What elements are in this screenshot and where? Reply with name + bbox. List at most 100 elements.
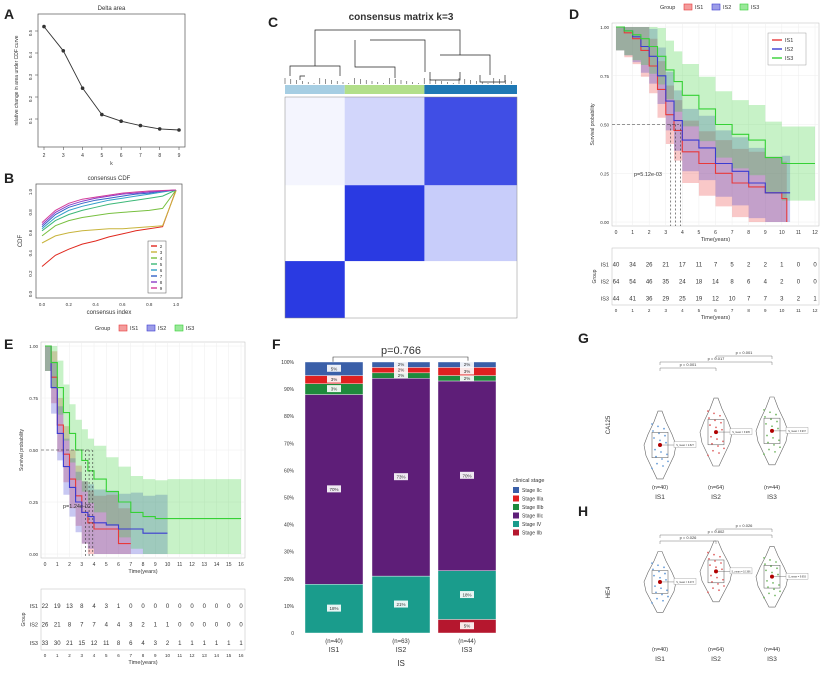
cdf-legend-label: 3: [160, 250, 163, 255]
km-e-ytick-label: 0.50: [29, 448, 38, 453]
violin-g-ylabel: CA125: [606, 415, 612, 434]
violin-g-point: [714, 419, 716, 422]
stage-legend-label: Stage IIIa: [522, 497, 544, 503]
violin-g-point: [667, 460, 669, 463]
km-d-risk-value: 2: [780, 280, 784, 286]
violin-h-mean-label-box: [785, 573, 809, 580]
km-e-xlabel: Time(years): [128, 569, 157, 575]
violin-g-point: [778, 439, 780, 442]
delta-area-xlabel: k: [110, 161, 113, 167]
km-d-risk-value: 14: [712, 280, 719, 286]
stage-bar-label-bg: [394, 371, 408, 379]
violin-g-point: [772, 436, 774, 439]
km-e-risk-value: 1: [239, 641, 243, 647]
violin-g-point: [709, 424, 711, 426]
stage-legend-label: Stage IV: [522, 522, 542, 528]
violin-g-mean-dot: [770, 428, 774, 433]
violin-g-point: [763, 453, 765, 456]
violin-g-category: IS1: [655, 494, 665, 501]
violin-h-point: [651, 562, 653, 565]
km-d-curve-IS3: [616, 26, 815, 165]
violin-g-point: [651, 423, 653, 425]
dendrogram-branch: [370, 39, 426, 72]
violin-h-point: [722, 578, 724, 581]
violin-g-point: [654, 448, 656, 451]
violin-h-point: [763, 596, 765, 599]
dendrogram-branch: [354, 40, 396, 78]
cdf-ytick-label: 0.0: [28, 290, 33, 297]
km-d-inner-legend-label: IS2: [785, 47, 793, 53]
violin-g-mean-dot: [658, 443, 662, 448]
km-d-risk-value: 12: [712, 297, 719, 303]
km-d-risk-value: 26: [646, 263, 653, 269]
violin-h-mean-label-box: [729, 567, 753, 575]
dendrogram-branch: [479, 75, 506, 83]
km-d-xtick-label: 5: [698, 230, 701, 236]
cdf-legend-label: 8: [160, 280, 163, 285]
stage-legend-label: Stage IIIc: [522, 514, 544, 520]
km-e-xtick-label: 6: [117, 562, 120, 568]
km-e-risk-xlabel: Time(years): [128, 660, 157, 666]
cluster-bar-2: [344, 85, 425, 94]
stage-bar-label-bg: [460, 471, 474, 479]
km-e-risk-xtick-label: 1: [56, 653, 59, 658]
violin-h-bracket: [659, 540, 717, 544]
km-e-xtick-label: 11: [177, 562, 182, 568]
stage-bar-label: 3%: [464, 369, 471, 374]
km-e-risk-value: 0: [154, 604, 158, 610]
km-e-risk-value: 7: [80, 623, 84, 629]
km-e-risk-row-label: IS1: [30, 604, 38, 610]
km-d-risk-value: 21: [662, 263, 669, 269]
panel-label-g: G: [578, 330, 589, 346]
delta-area-ytick-label: 0.3: [28, 73, 33, 80]
consensus-matrix-frame: [284, 96, 518, 319]
km-e-risk-value: 11: [103, 641, 110, 647]
km-e-risk-value: 0: [203, 623, 207, 629]
stage-bar-ytick-label: 40%: [284, 523, 295, 529]
violin-g-point: [720, 421, 722, 424]
stage-bar-ytick-label: 70%: [284, 441, 295, 447]
violin-g-pvalue: p = 0.001: [680, 362, 698, 367]
delta-area-title: Delta area: [98, 6, 126, 12]
km-d-ytick-label: 0.50: [600, 123, 609, 128]
violin-h-point: [656, 597, 658, 600]
violin-h-category: IS3: [767, 656, 777, 663]
km-d-risk-value: 54: [629, 280, 636, 286]
dendrogram-branch: [429, 72, 461, 81]
violin-h-point: [707, 551, 709, 554]
violin-g-point: [767, 441, 769, 444]
violin-h-point: [711, 580, 713, 583]
km-d-ytick-label: 1.00: [600, 25, 609, 30]
stage-legend-swatch: [513, 529, 519, 536]
violin-g-point: [664, 434, 666, 437]
km-e-risk-value: 3: [105, 604, 109, 610]
km-e-risk-xtick-label: 11: [177, 653, 182, 658]
km-d-risk-value: 0: [813, 280, 817, 286]
stage-bar-label: 70%: [329, 487, 338, 492]
km-d-risk-value: 41: [629, 297, 636, 303]
violin-h-point: [777, 573, 779, 576]
violin-h-point: [721, 568, 723, 571]
km-d-risk-value: 17: [679, 263, 686, 269]
km-e-risk-xtick-label: 9: [154, 653, 157, 658]
km-e-risk-value: 0: [227, 604, 231, 610]
km-e-legend-label: IS1: [130, 326, 138, 332]
violin-g-point: [661, 458, 663, 460]
violin-g-mean-label-box: [785, 427, 809, 434]
km-d-xtick-label: 6: [714, 230, 717, 236]
km-d-risk-value: 40: [613, 263, 620, 269]
cdf-xtick-label: 0.8: [146, 302, 153, 307]
delta-area-ytick-label: 0.4: [28, 51, 33, 58]
km-d-risk-value: 0: [797, 280, 801, 286]
violin-h-mean-dot: [770, 574, 774, 579]
km-d-inner-legend-label: IS3: [785, 56, 793, 62]
cdf-ytick-label: 0.2: [28, 270, 33, 277]
km-d-risk-xtick-label: 12: [812, 308, 818, 313]
violin-g-point: [660, 451, 662, 453]
stage-bar-pvalue: p=0.766: [381, 345, 421, 357]
cdf-title: consensus CDF: [88, 176, 131, 182]
cdf-series-4: [41, 189, 177, 237]
stage-bar-ytick-label: 100%: [281, 360, 294, 366]
stage-bar-label-bg: [394, 473, 408, 481]
stage-legend-swatch: [513, 504, 519, 510]
